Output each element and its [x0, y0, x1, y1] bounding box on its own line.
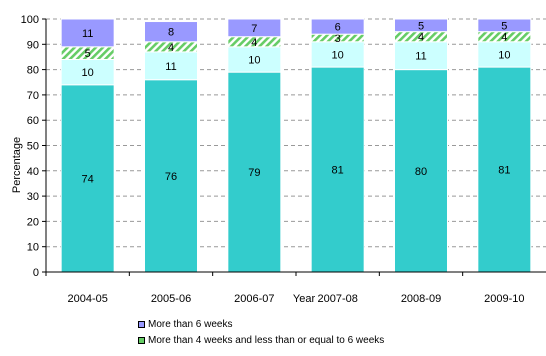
x-tick-label: 2004-05	[67, 293, 107, 305]
data-label: 7	[251, 23, 257, 35]
bar-segment	[310, 18, 365, 35]
data-label: 79	[248, 167, 260, 179]
bar-segment	[227, 46, 282, 73]
data-label: 10	[498, 49, 510, 61]
data-label: 11	[415, 51, 426, 63]
x-tick-label: 2009-10	[484, 293, 524, 305]
data-label: 11	[82, 28, 93, 40]
y-tick-label: 30	[27, 191, 39, 203]
legend-swatch-green-hatch	[138, 337, 145, 344]
bar-segment	[477, 66, 532, 273]
x-tick-label: 2006-07	[234, 293, 274, 305]
data-label: 8	[168, 27, 174, 39]
y-tick-label: 10	[27, 242, 39, 254]
bar-segment	[394, 18, 448, 33]
gridlines	[46, 18, 546, 248]
y-tick-label: 100	[21, 14, 39, 26]
y-tick-label: 80	[27, 65, 39, 77]
bar-segment	[60, 18, 115, 48]
y-tick-label: 0	[33, 267, 39, 279]
data-label: 81	[498, 165, 510, 177]
legend-item-more-than-6-weeks: More than 6 weeks	[138, 319, 233, 330]
bar-segment	[310, 41, 365, 68]
data-label: 80	[415, 166, 427, 178]
bar-segment	[227, 18, 282, 38]
bar-segment	[144, 79, 198, 273]
bar-segment	[60, 84, 115, 273]
bar-segment	[477, 18, 532, 33]
data-label: 74	[82, 173, 94, 185]
data-label: 4	[168, 42, 174, 54]
data-label: 6	[335, 22, 341, 34]
data-label: 4	[501, 32, 507, 44]
data-label: 3	[335, 33, 341, 45]
bar-segment	[60, 58, 115, 86]
data-label: 10	[332, 49, 344, 61]
legend-label: More than 4 weeks and less than or equal…	[148, 335, 385, 346]
data-label: 5	[501, 20, 507, 32]
y-tick-label: 40	[27, 166, 39, 178]
bar-segment	[477, 41, 532, 68]
bar-segment	[394, 41, 448, 71]
data-label: 4	[251, 37, 257, 49]
data-label: 76	[165, 171, 177, 183]
bar-segment	[227, 71, 282, 273]
data-label: 5	[418, 20, 424, 32]
bar-segment	[144, 21, 198, 43]
y-tick-label: 60	[27, 115, 39, 127]
legend-label: More than 6 weeks	[148, 319, 233, 330]
y-tick-label: 50	[27, 141, 39, 153]
x-axis-title: Year	[293, 293, 316, 305]
x-tick-label: 2007-08	[317, 293, 357, 305]
data-label: 10	[82, 67, 94, 79]
legend-item-4-to-6-weeks: More than 4 weeks and less than or equal…	[138, 335, 384, 346]
x-tick-label: 2008-09	[401, 293, 441, 305]
y-tick-label: 20	[27, 216, 39, 228]
bar-segment	[310, 66, 365, 273]
legend-swatch-purple	[138, 321, 145, 328]
y-axis-title: Percentage	[11, 137, 23, 193]
data-label: 5	[85, 48, 91, 60]
y-tick-label: 90	[27, 39, 39, 51]
bar-segment	[144, 51, 198, 81]
x-tick-label: 2005-06	[151, 293, 191, 305]
data-label: 81	[332, 165, 344, 177]
data-label: 4	[418, 32, 424, 44]
tick-labels: 0 10 20 30 40 50 60 70 80 90 100 2004-05 2005-06 2006…	[21, 14, 525, 305]
data-label: 10	[248, 54, 260, 66]
data-label: 11	[165, 61, 176, 73]
axes	[45, 19, 546, 273]
y-tick-label: 70	[27, 90, 39, 102]
